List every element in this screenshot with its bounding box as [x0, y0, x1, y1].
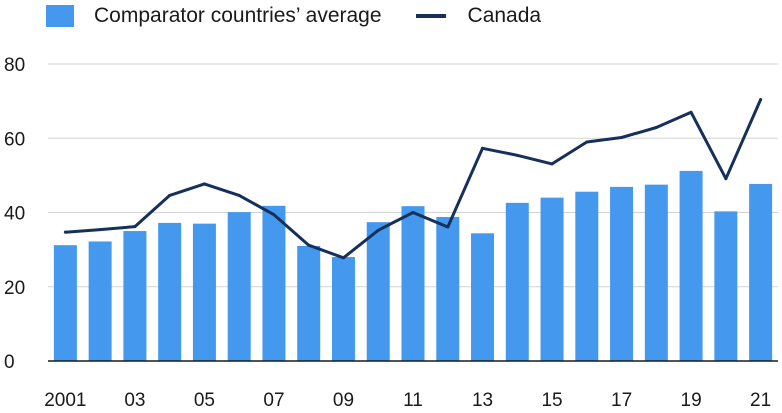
legend-swatch-bar — [46, 5, 74, 27]
bar-comparator — [262, 205, 286, 361]
bar-comparator — [505, 202, 529, 361]
x-tick-label: 15 — [541, 390, 562, 411]
bar-comparator — [227, 212, 251, 361]
point-canada — [411, 211, 415, 214]
legend-item-canada: Canada — [382, 4, 542, 28]
legend-swatch-line — [415, 14, 446, 18]
point-canada — [515, 153, 519, 157]
point-canada — [202, 182, 206, 186]
bar-comparator — [53, 245, 77, 361]
point-canada — [98, 228, 102, 232]
point-canada — [620, 136, 624, 140]
x-tick-label: 21 — [750, 390, 771, 411]
bar-comparator — [123, 231, 147, 361]
y-tick-label: 0 — [4, 352, 15, 373]
bar-comparator — [401, 206, 425, 361]
x-tick-label: 17 — [611, 390, 632, 411]
bar-comparator — [575, 191, 599, 361]
point-canada — [168, 193, 172, 197]
bar-comparator — [192, 223, 216, 361]
bar-comparator — [610, 186, 634, 361]
bar-comparator — [644, 184, 668, 361]
point-canada — [759, 98, 763, 102]
x-tick-label: 11 — [403, 390, 423, 411]
point-canada — [307, 243, 311, 247]
chart-legend: Comparator countries’ average Canada — [46, 3, 541, 29]
bar-comparator — [714, 211, 738, 361]
bar-comparator — [436, 216, 460, 361]
point-canada — [689, 110, 693, 114]
legend-item-comparator: Comparator countries’ average — [46, 4, 382, 28]
bar-comparator — [88, 241, 112, 361]
bar-comparator — [679, 170, 703, 361]
x-tick-label: 05 — [194, 390, 215, 411]
y-tick-label: 60 — [4, 129, 25, 150]
bar-comparator — [471, 233, 495, 361]
bar-comparator — [749, 183, 773, 361]
bar-comparator — [297, 245, 321, 361]
bar-comparator — [331, 257, 355, 361]
bar-comparator — [540, 197, 564, 361]
y-tick-label: 20 — [4, 278, 25, 299]
point-canada — [376, 228, 380, 232]
point-canada — [550, 162, 554, 166]
x-tick-label: 09 — [333, 390, 354, 411]
point-canada — [446, 225, 450, 229]
legend-label-comparator: Comparator countries’ average — [94, 4, 382, 27]
y-tick-label: 40 — [4, 204, 25, 225]
point-canada — [481, 146, 485, 150]
point-canada — [272, 213, 276, 217]
point-canada — [654, 125, 658, 129]
x-tick-label: 07 — [263, 390, 284, 411]
x-tick-label: 2001 — [44, 390, 86, 411]
point-canada — [133, 225, 137, 229]
bar-comparator — [158, 222, 182, 361]
x-tick-label: 19 — [681, 390, 702, 411]
point-canada — [237, 193, 241, 197]
y-tick-label: 80 — [4, 55, 25, 76]
point-canada — [63, 230, 67, 234]
point-canada — [341, 256, 345, 260]
x-tick-label: 13 — [472, 390, 493, 411]
point-canada — [724, 177, 728, 181]
legend-label-canada: Canada — [467, 4, 542, 27]
x-tick-label: 03 — [124, 390, 145, 411]
bar-comparator — [366, 222, 390, 361]
point-canada — [585, 140, 589, 144]
